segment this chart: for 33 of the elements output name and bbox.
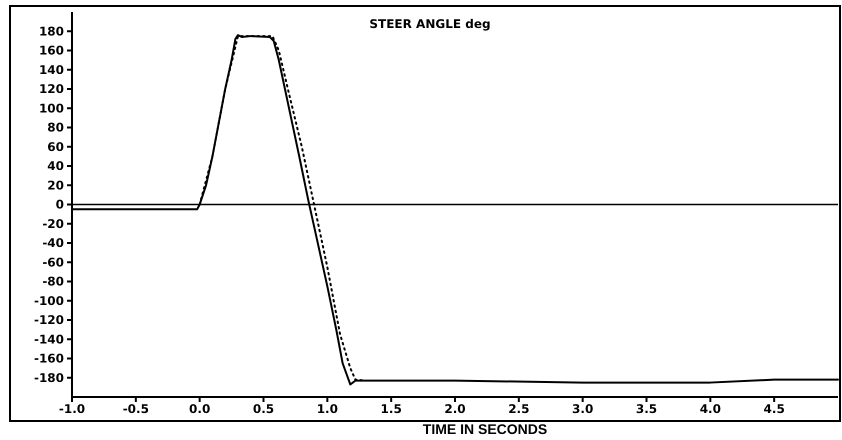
x-tick-label: 0.5: [252, 402, 274, 416]
x-tick-label: -1.0: [58, 402, 86, 416]
x-tick-label: 1.0: [316, 402, 338, 416]
y-tick-label: 120: [38, 82, 64, 96]
y-tick-label: -40: [42, 236, 64, 250]
y-tick-label: -60: [42, 255, 64, 270]
x-tick-label: 4.0: [700, 402, 721, 416]
x-tick-label: 1.5: [380, 402, 402, 416]
y-tick-label: 180: [38, 24, 64, 38]
y-tick-label: -160: [34, 352, 64, 366]
x-tick-label: 4.5: [764, 402, 785, 416]
y-tick-label: -100: [34, 294, 64, 308]
y-tick-label: -140: [34, 332, 64, 346]
y-tick-label: -120: [34, 313, 64, 328]
y-tick-label: 60: [47, 140, 64, 154]
y-tick-label: 20: [47, 178, 64, 192]
x-tick-label: 3.5: [636, 402, 658, 416]
x-tick-label: 2.5: [508, 402, 530, 416]
x-tick-label: 2.0: [444, 402, 466, 416]
x-tick-label: 0.0: [189, 402, 210, 416]
chart-title: STEER ANGLE deg: [369, 17, 491, 31]
y-tick-label: 160: [38, 44, 64, 58]
x-tick-label: -0.5: [122, 402, 149, 416]
x-tick-label: 3.0: [572, 402, 594, 416]
y-tick-label: 100: [38, 101, 64, 116]
y-tick-label: -20: [42, 216, 64, 231]
y-tick-label: 80: [47, 120, 64, 135]
y-tick-label: 140: [38, 62, 64, 77]
y-tick-label: -180: [34, 370, 64, 385]
y-tick-label: -80: [42, 274, 64, 289]
y-tick-label: 40: [47, 159, 64, 174]
x-axis-title: TIME IN SECONDS: [422, 421, 548, 437]
y-tick-label: 0: [56, 198, 64, 212]
